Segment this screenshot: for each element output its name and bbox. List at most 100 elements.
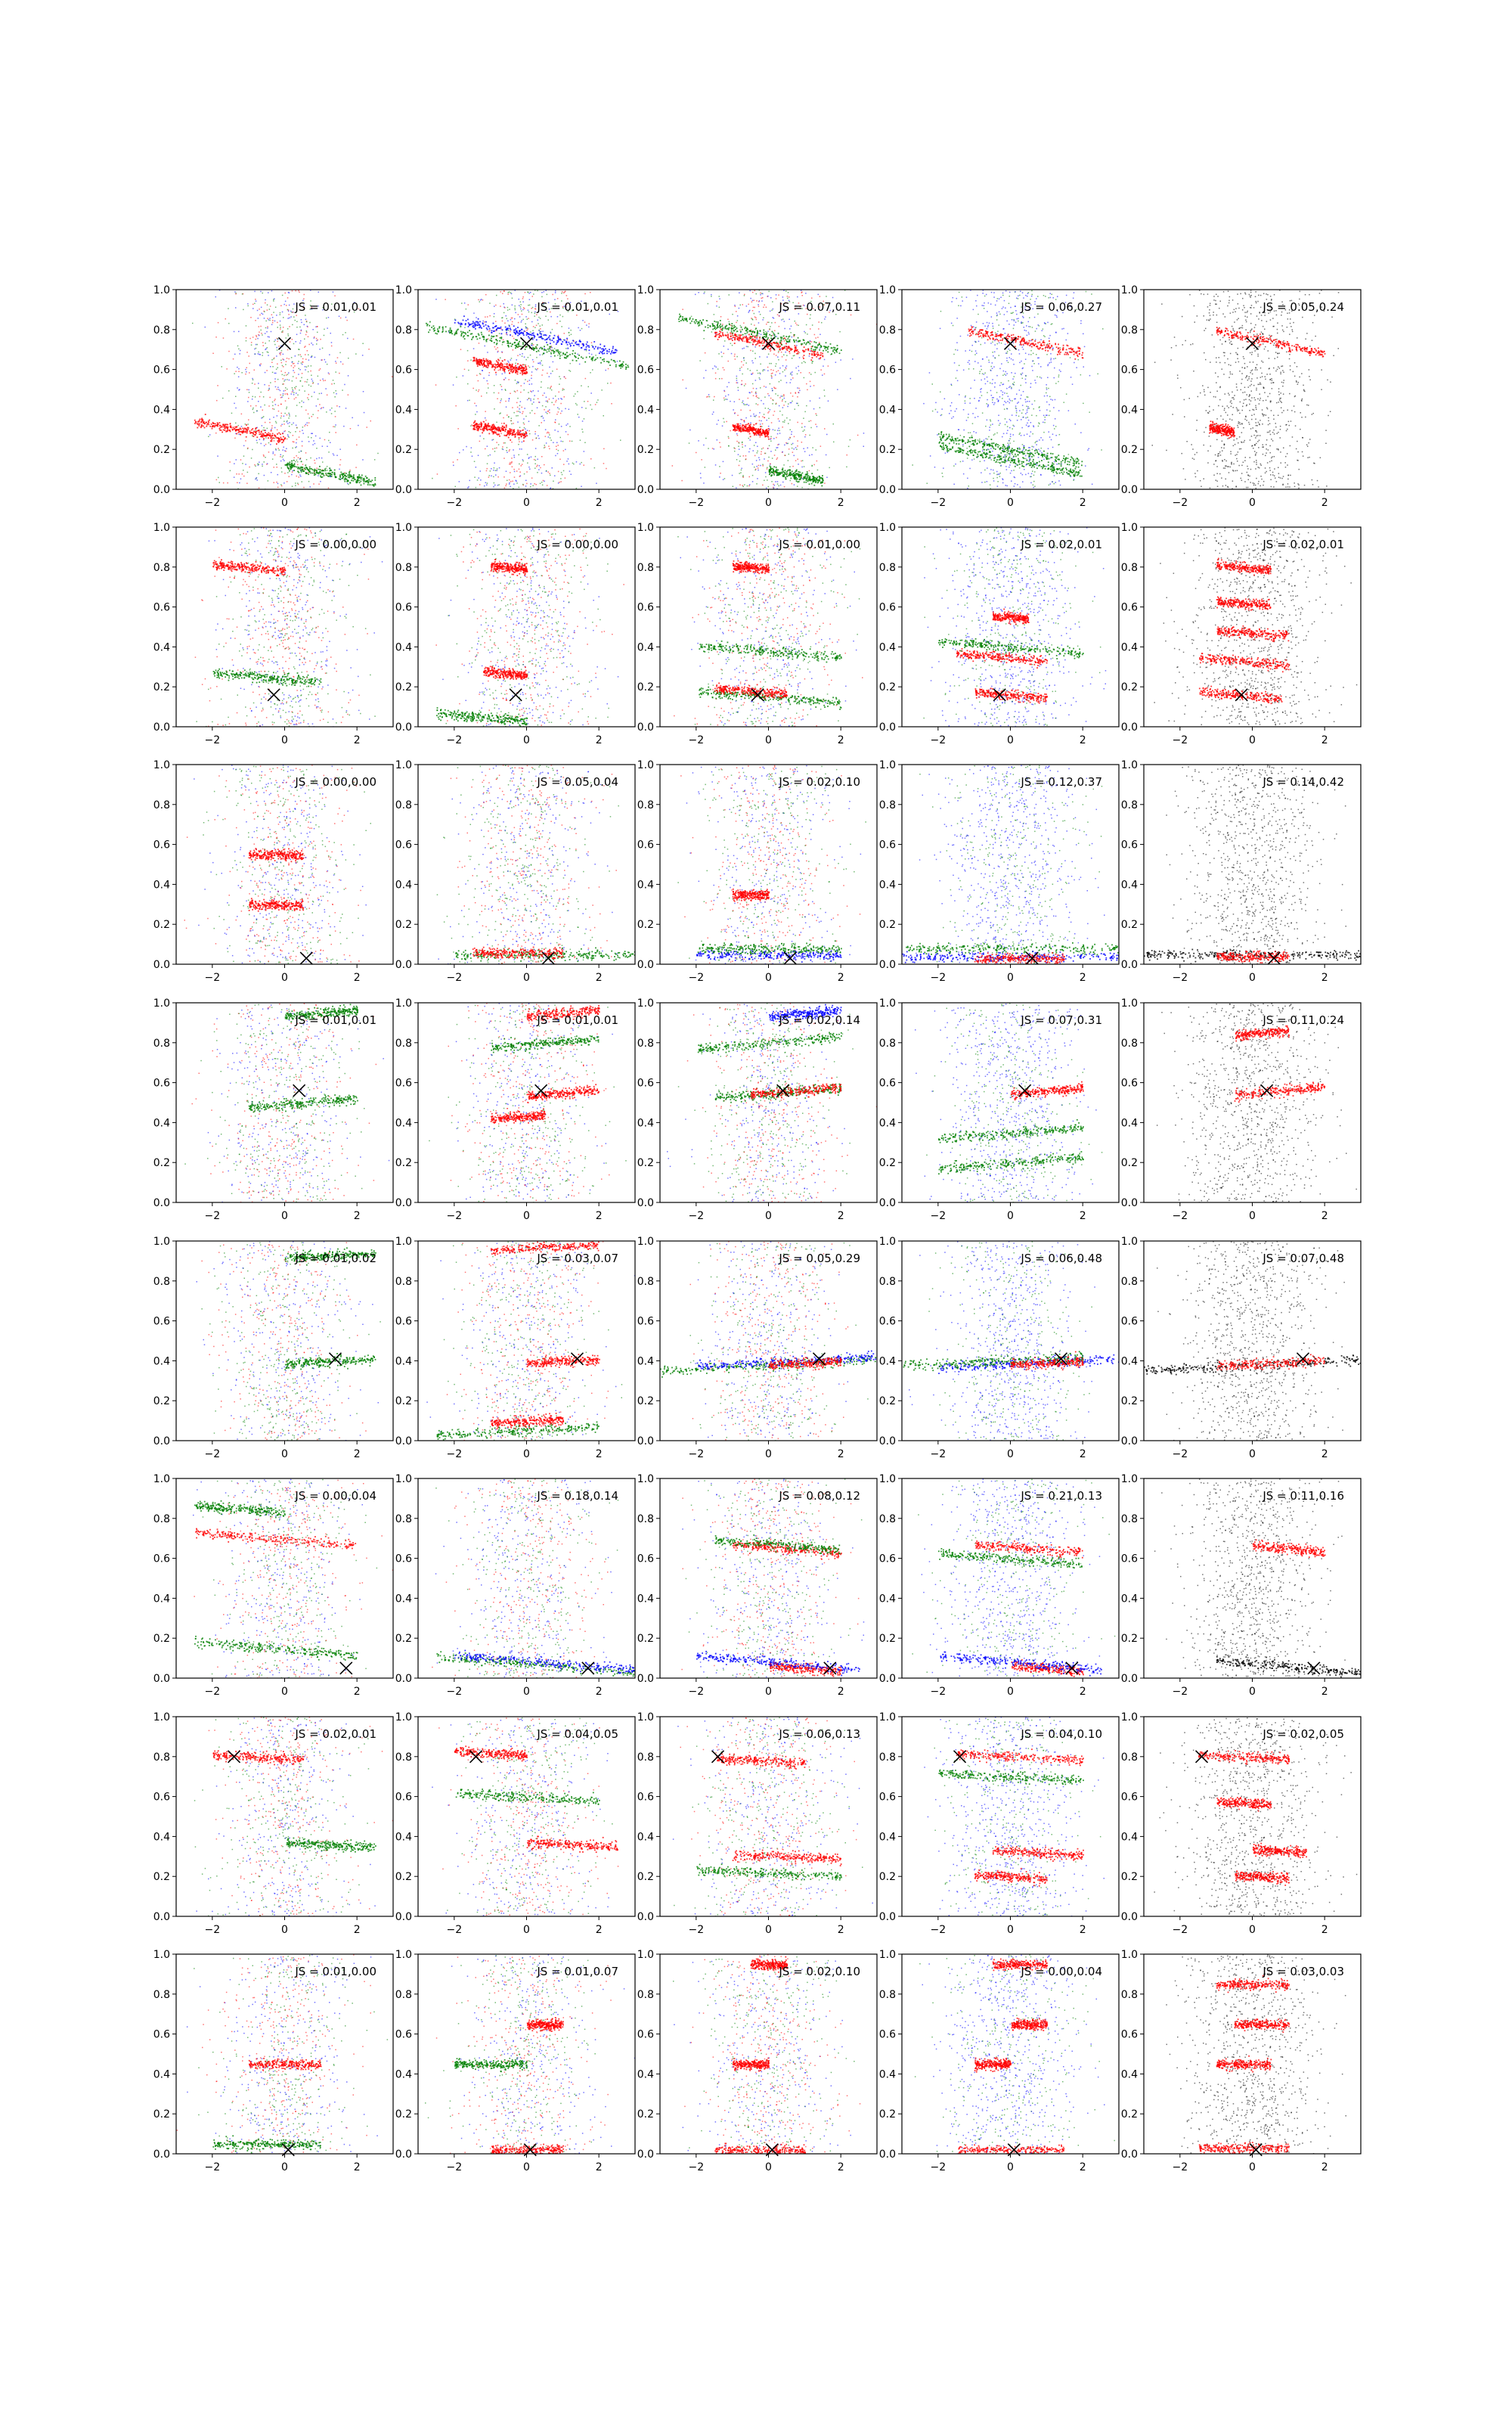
scatter-point	[744, 405, 745, 406]
band-point	[479, 361, 480, 362]
scatter-point	[541, 386, 542, 388]
scatter-point	[320, 481, 321, 482]
band-point	[783, 336, 785, 337]
band-point	[290, 466, 291, 467]
band-point	[476, 321, 478, 323]
band-point	[495, 433, 497, 434]
scatter-point	[276, 369, 277, 371]
scatter-point	[272, 408, 274, 410]
band-point	[543, 338, 544, 340]
scatter-point	[758, 404, 759, 405]
band-point	[479, 364, 481, 365]
scatter-point	[786, 417, 788, 419]
scatter-point	[235, 371, 237, 372]
scatter-point	[505, 389, 507, 390]
scatter-point	[238, 371, 240, 373]
scatter-point	[276, 315, 277, 316]
band-point	[469, 324, 470, 325]
scatter-point	[231, 413, 233, 414]
band-point	[550, 353, 552, 355]
band-point	[801, 343, 803, 345]
band-point	[591, 358, 593, 360]
scatter-point	[296, 290, 297, 292]
scatter-point	[799, 352, 801, 354]
band-point	[194, 423, 196, 424]
scatter-point	[729, 294, 730, 296]
scatter-point	[569, 327, 570, 329]
scatter-point	[534, 312, 536, 313]
scatter-point	[779, 433, 781, 434]
band-point	[520, 370, 522, 371]
scatter-point	[265, 349, 266, 351]
scatter-point	[813, 385, 815, 386]
scatter-point	[285, 380, 287, 381]
scatter-point	[740, 424, 742, 425]
band-point	[834, 349, 835, 351]
scatter-point	[716, 306, 717, 307]
band-point	[306, 467, 308, 469]
scatter-point	[519, 464, 520, 465]
band-point	[736, 334, 737, 336]
scatter-point	[260, 354, 262, 355]
scatter-point	[536, 437, 538, 439]
scatter-point	[559, 383, 560, 385]
scatter-point	[256, 300, 257, 302]
band-point	[236, 433, 237, 435]
scatter-point	[522, 461, 524, 462]
band-point	[736, 327, 738, 329]
scatter-point	[530, 399, 531, 400]
scatter-point	[263, 455, 265, 456]
scatter-point	[722, 324, 723, 325]
scatter-point	[775, 481, 776, 482]
scatter-point	[779, 368, 781, 369]
scatter-point	[549, 473, 550, 474]
scatter-point	[811, 466, 813, 467]
scatter-point	[736, 376, 738, 377]
scatter-point	[532, 359, 534, 361]
scatter-point	[497, 352, 499, 353]
scatter-point	[319, 393, 321, 395]
scatter-point	[269, 318, 271, 319]
scatter-point	[234, 438, 236, 439]
scatter-point	[758, 373, 759, 374]
band-point	[572, 350, 574, 352]
scatter-point	[484, 321, 485, 323]
scatter-point	[280, 360, 282, 361]
scatter-point	[778, 428, 779, 430]
scatter-point	[534, 431, 536, 433]
band-point	[240, 434, 241, 436]
scatter-point	[530, 483, 531, 485]
scatter-point	[308, 394, 310, 396]
scatter-point	[569, 426, 571, 427]
band-point	[810, 359, 812, 361]
band-point	[553, 352, 555, 354]
band-point	[230, 425, 231, 427]
scatter-point	[549, 434, 550, 436]
band-point	[359, 482, 361, 483]
band-point	[739, 340, 740, 341]
scatter-point	[535, 460, 537, 461]
scatter-point	[756, 460, 758, 461]
scatter-point	[739, 456, 741, 458]
band-point	[329, 467, 330, 469]
band-point	[516, 432, 518, 433]
band-point	[518, 333, 519, 334]
scatter-point	[550, 437, 551, 439]
band-point	[819, 349, 820, 351]
band-point	[836, 352, 838, 353]
scatter-point	[284, 431, 285, 433]
band-point	[225, 430, 226, 431]
scatter-point	[243, 455, 245, 457]
scatter-point	[432, 478, 433, 479]
band-point	[512, 364, 513, 365]
scatter-point	[569, 335, 570, 337]
scatter-point	[517, 398, 519, 399]
scatter-point	[249, 392, 250, 393]
band-point	[519, 433, 521, 435]
band-point	[768, 436, 770, 438]
band-point	[748, 337, 750, 339]
scatter-point	[513, 338, 515, 340]
scatter-point	[752, 300, 754, 302]
scatter-point	[295, 431, 296, 433]
scatter-point	[565, 449, 566, 451]
